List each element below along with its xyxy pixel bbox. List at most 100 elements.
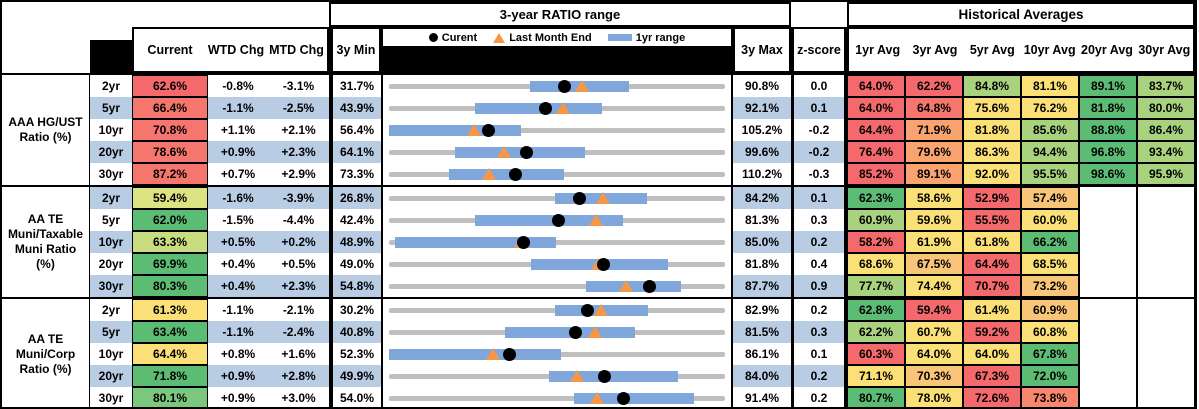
cell-hist-avg-30yr: 80.0% — [1137, 97, 1195, 119]
cell-hist-avg-5yr: 84.8% — [963, 75, 1021, 97]
historical-averages-title: Historical Averages — [847, 2, 1195, 27]
cell-hist-avg-1yr: 64.0% — [847, 75, 905, 97]
cell-hist-avg-empty — [1079, 209, 1137, 231]
cell-hist-avg-5yr: 64.0% — [963, 343, 1021, 365]
cell-hist-avg-5yr: 75.6% — [963, 97, 1021, 119]
range-track-line — [389, 239, 725, 245]
cell-hist-avg-1yr: 85.2% — [847, 163, 905, 185]
cell-hist-avg-10yr: 76.2% — [1021, 97, 1079, 119]
cell-hist-avg-5yr: 64.4% — [963, 253, 1021, 275]
cell-hist-avg-1yr: 62.8% — [847, 299, 905, 321]
cell-wtd-chg: +0.4% — [208, 275, 268, 297]
last-month-end-marker — [595, 192, 610, 204]
cell-hist-avg-1yr: 80.7% — [847, 387, 905, 407]
cell-mtd-chg: +0.2% — [268, 231, 329, 253]
cell-hist-avg-empty — [1137, 299, 1195, 321]
chart-legend: Curent Last Month End 1yr range — [383, 29, 731, 46]
range-track-line — [389, 395, 725, 401]
range-plot-space — [389, 163, 725, 185]
cell-hist-avg-1yr: 77.7% — [847, 275, 905, 297]
cell-current: 71.8% — [132, 365, 208, 387]
cell-hist-avg-30yr: 86.4% — [1137, 119, 1195, 141]
cell-hist-avg-3yr: 89.1% — [905, 163, 963, 185]
range-plot-cell — [381, 299, 733, 321]
table-row-2yr: 2yr 61.3% -1.1% -2.1% 30.2% 82.9% 0.2 62.8% 59.4… — [90, 299, 1195, 321]
cell-wtd-chg: +0.4% — [208, 253, 268, 275]
tenor-label: 5yr — [90, 209, 132, 231]
range-bar-icon — [607, 34, 632, 41]
tenor-header-black-block — [90, 40, 132, 73]
cell-mtd-chg: +2.9% — [268, 163, 329, 185]
cell-hist-avg-1yr: 64.4% — [847, 119, 905, 141]
cell-hist-avg-empty — [1079, 365, 1137, 387]
table-row-2yr: 2yr 62.6% -0.8% -3.1% 31.7% 90.8% 0.0 64.0% 62.2… — [90, 75, 1195, 97]
cell-3y-max: 82.9% — [733, 299, 791, 321]
range-section-title: 3-year RATIO range — [329, 2, 791, 27]
legend-current-label: Curent — [441, 31, 478, 44]
row-group-rows: 2yr 59.4% -1.6% -3.9% 26.8% 84.2% 0.1 62.3% 58.6… — [90, 187, 1195, 297]
one-year-range-bar — [474, 102, 602, 114]
cell-z-score: 0.1 — [791, 97, 847, 119]
cell-3y-min: 40.8% — [329, 321, 381, 343]
cell-wtd-chg: +1.1% — [208, 119, 268, 141]
10yr-avg-column-header: 10yr Avg — [1023, 43, 1076, 57]
range-plot-cell — [381, 365, 733, 387]
current-value-dot — [481, 123, 495, 137]
table-row-5yr: 5yr 63.4% -1.1% -2.4% 40.8% 81.5% 0.3 62.2% 60.7… — [90, 321, 1195, 343]
table-body: AAA HG/UST Ratio (%) 2yr 62.6% -0.8% -3.1% 31… — [2, 73, 1195, 407]
cell-hist-avg-3yr: 70.3% — [905, 365, 963, 387]
cell-current: 69.9% — [132, 253, 208, 275]
cell-current: 62.6% — [132, 75, 208, 97]
current-value-dot — [539, 101, 553, 115]
range-plot-space — [389, 141, 725, 163]
range-plot-space — [389, 387, 725, 407]
zscore-column-header: z-score — [791, 27, 847, 73]
cell-3y-max: 87.7% — [733, 275, 791, 297]
cell-hist-avg-10yr: 57.4% — [1021, 187, 1079, 209]
cell-z-score: 0.2 — [791, 387, 847, 407]
one-year-range-bar — [574, 392, 695, 404]
cell-hist-avg-10yr: 66.2% — [1021, 231, 1079, 253]
tenor-label: 20yr — [90, 141, 132, 163]
cell-3y-min: 49.0% — [329, 253, 381, 275]
cell-hist-avg-5yr: 55.5% — [963, 209, 1021, 231]
range-plot-cell — [381, 187, 733, 209]
table-row-5yr: 5yr 66.4% -1.1% -2.5% 43.9% 92.1% 0.1 64.0% 64.8… — [90, 97, 1195, 119]
cell-hist-avg-1yr: 76.4% — [847, 141, 905, 163]
cell-z-score: 0.4 — [791, 253, 847, 275]
table-row-5yr: 5yr 62.0% -1.5% -4.4% 42.4% 81.3% 0.3 60.9% 59.6… — [90, 209, 1195, 231]
cell-hist-avg-empty — [1079, 275, 1137, 297]
table-row-10yr: 10yr 63.3% +0.5% +0.2% 48.9% 85.0% 0.2 58.2% 61.… — [90, 231, 1195, 253]
legend-current: Curent — [428, 31, 478, 44]
zscore-header-spacer — [791, 2, 847, 27]
legend-last-month: Last Month End — [493, 32, 592, 44]
last-month-end-marker — [575, 80, 590, 92]
cell-current: 59.4% — [132, 187, 208, 209]
3y-min-column-header: 3y Min — [329, 27, 381, 73]
last-month-end-marker — [589, 214, 604, 226]
cell-hist-avg-3yr: 59.6% — [905, 209, 963, 231]
range-plot-cell — [381, 209, 733, 231]
cell-hist-avg-1yr: 68.6% — [847, 253, 905, 275]
header-corner-spacer — [2, 2, 329, 27]
cell-hist-avg-20yr: 81.8% — [1079, 97, 1137, 119]
cell-hist-avg-1yr: 71.1% — [847, 365, 905, 387]
cell-z-score: -0.2 — [791, 141, 847, 163]
cell-3y-max: 110.2% — [733, 163, 791, 185]
cell-wtd-chg: -0.8% — [208, 75, 268, 97]
legend-last-month-label: Last Month End — [509, 31, 592, 44]
legend-1yr-range: 1yr range — [607, 32, 685, 44]
range-track-line — [389, 283, 725, 289]
cell-mtd-chg: -4.4% — [268, 209, 329, 231]
last-month-end-marker — [556, 102, 571, 114]
tenor-label: 30yr — [90, 163, 132, 185]
cell-wtd-chg: +0.7% — [208, 163, 268, 185]
range-plot-cell — [381, 119, 733, 141]
last-month-end-marker — [570, 370, 585, 382]
cell-wtd-chg: -1.1% — [208, 97, 268, 119]
tenor-label: 20yr — [90, 253, 132, 275]
cell-hist-avg-empty — [1079, 321, 1137, 343]
cell-z-score: 0.2 — [791, 231, 847, 253]
one-year-range-bar — [548, 370, 678, 382]
